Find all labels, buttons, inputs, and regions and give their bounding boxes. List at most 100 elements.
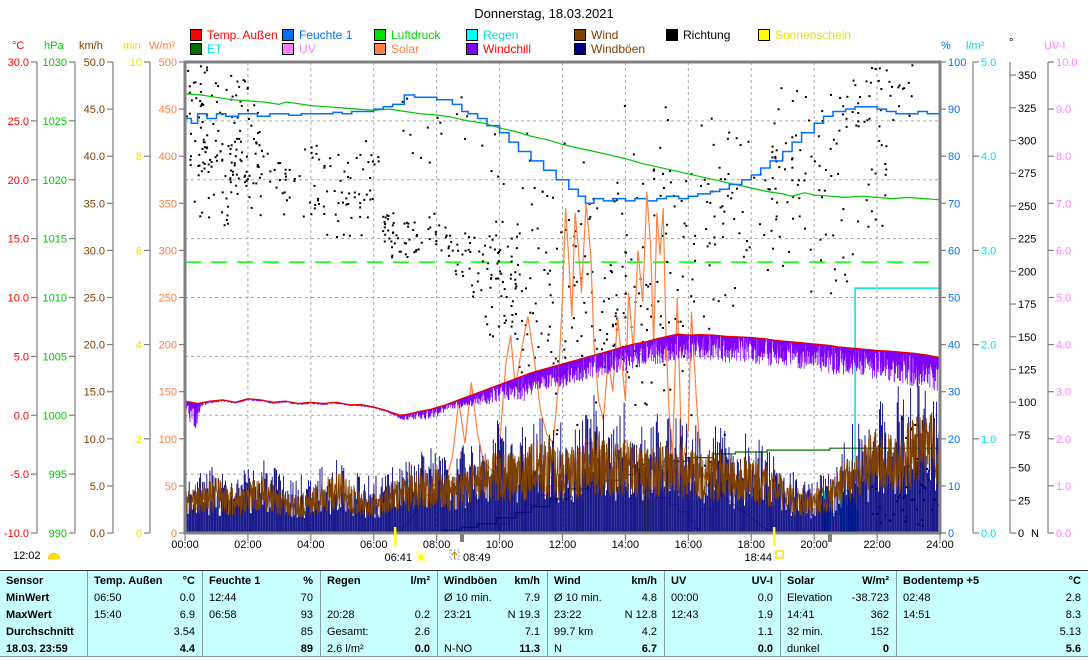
table-column-regen: Regen l/m² 20:28 0.2 Gesamt: 2.6 2.6 l/m² 0.0 [321,571,438,656]
series-richtung [193,200,196,203]
table-cell: Feuchte 1% [209,575,313,587]
series-richtung [238,137,241,140]
series-richtung [210,161,213,163]
series-richtung [877,512,879,515]
series-richtung [726,137,729,140]
series-richtung [212,122,215,125]
series-richtung [575,230,577,233]
series-richtung [520,371,523,374]
legend-swatch-richtung [666,29,678,41]
series-richtung [650,381,653,384]
series-richtung [365,193,368,196]
series-richtung [310,151,313,154]
series-richtung [498,251,500,253]
tick-label-pct: 20 [948,434,960,446]
series-richtung [362,168,365,171]
series-richtung [240,160,243,163]
series-richtung [511,320,514,323]
series-richtung [408,238,411,241]
series-richtung [387,215,390,217]
series-richtung [742,255,745,258]
series-richtung [487,262,490,265]
series-richtung [798,197,801,200]
legend-item-regen: Regen [466,29,518,41]
table-column-feuchte-1: Feuchte 1% 12:44 70 06:58 93 85 89 [203,571,321,656]
series-richtung [242,79,245,82]
x-tick-label: 16:00 [675,539,703,551]
series-richtung [234,140,236,143]
series-richtung [490,306,493,309]
series-richtung [371,198,374,200]
series-richtung [210,165,213,168]
series-richtung [830,175,833,177]
series-richtung [868,117,871,120]
series-richtung [628,376,630,379]
series-richtung [514,332,517,335]
series-richtung [255,142,258,145]
series-richtung [233,162,236,165]
series-richtung [390,240,393,243]
series-richtung [200,104,203,107]
series-richtung [217,129,220,132]
series-richtung [257,166,260,169]
tick-label-wm2: 500 [159,57,177,69]
table-cell: 7.1 [524,626,540,638]
series-richtung [791,136,794,139]
series-richtung [719,206,722,209]
series-richtung [603,277,606,280]
series-richtung [792,217,794,220]
series-richtung [286,199,288,202]
series-richtung [774,187,777,190]
series-richtung [190,132,192,135]
series-richtung [892,119,895,121]
legend-item-luftdruck: Luftdruck [374,29,440,41]
weather-chart: 30.025.020.015.010.05.00.0-5.0-10.010301… [4,57,1078,564]
table-cell: 23:22 N 12.8 [554,609,657,621]
series-richtung [221,143,224,146]
series-richtung [206,146,209,149]
series-richtung [672,349,675,352]
series-richtung [229,147,232,150]
series-richtung [669,272,672,274]
series-richtung [901,87,904,90]
tick-label-kmh: 0.0 [90,528,105,540]
legend-label: Windböen [591,42,646,56]
series-richtung [797,179,800,182]
series-richtung [685,224,688,227]
tick-label-deg: 125 [1018,364,1036,376]
series-richtung [464,232,467,235]
table-cell [321,590,437,607]
axis-unit-kmh: km/h [79,40,103,52]
series-richtung [905,486,908,489]
tick-label-kmh: 35.0 [84,198,105,210]
series-richtung [666,119,669,122]
series-richtung [240,104,243,107]
series-richtung [625,234,628,237]
legend-item-temp-au-en: Temp. Außen [190,29,278,41]
table-cell: 0.0 [757,643,773,655]
series-richtung [215,159,218,162]
series-richtung [391,224,394,227]
series-richtung [554,357,557,360]
series-richtung [229,152,232,155]
series-richtung [884,514,887,517]
series-richtung [914,424,917,426]
legend-swatch-temp-au-en [190,29,202,41]
series-richtung [833,268,836,271]
series-richtung [630,258,633,261]
series-richtung [525,287,527,290]
series-richtung [529,277,532,280]
series-richtung [230,161,233,164]
series-richtung [759,223,761,226]
series-richtung [411,152,414,155]
series-richtung [653,177,656,180]
series-richtung [244,174,247,177]
series-richtung [662,172,664,175]
series-richtung [583,301,586,304]
series-richtung [723,210,726,213]
series-richtung [499,249,502,252]
series-richtung [462,274,465,277]
legend-swatch-solar [374,43,386,55]
series-richtung [614,315,617,318]
series-richtung [646,329,648,332]
